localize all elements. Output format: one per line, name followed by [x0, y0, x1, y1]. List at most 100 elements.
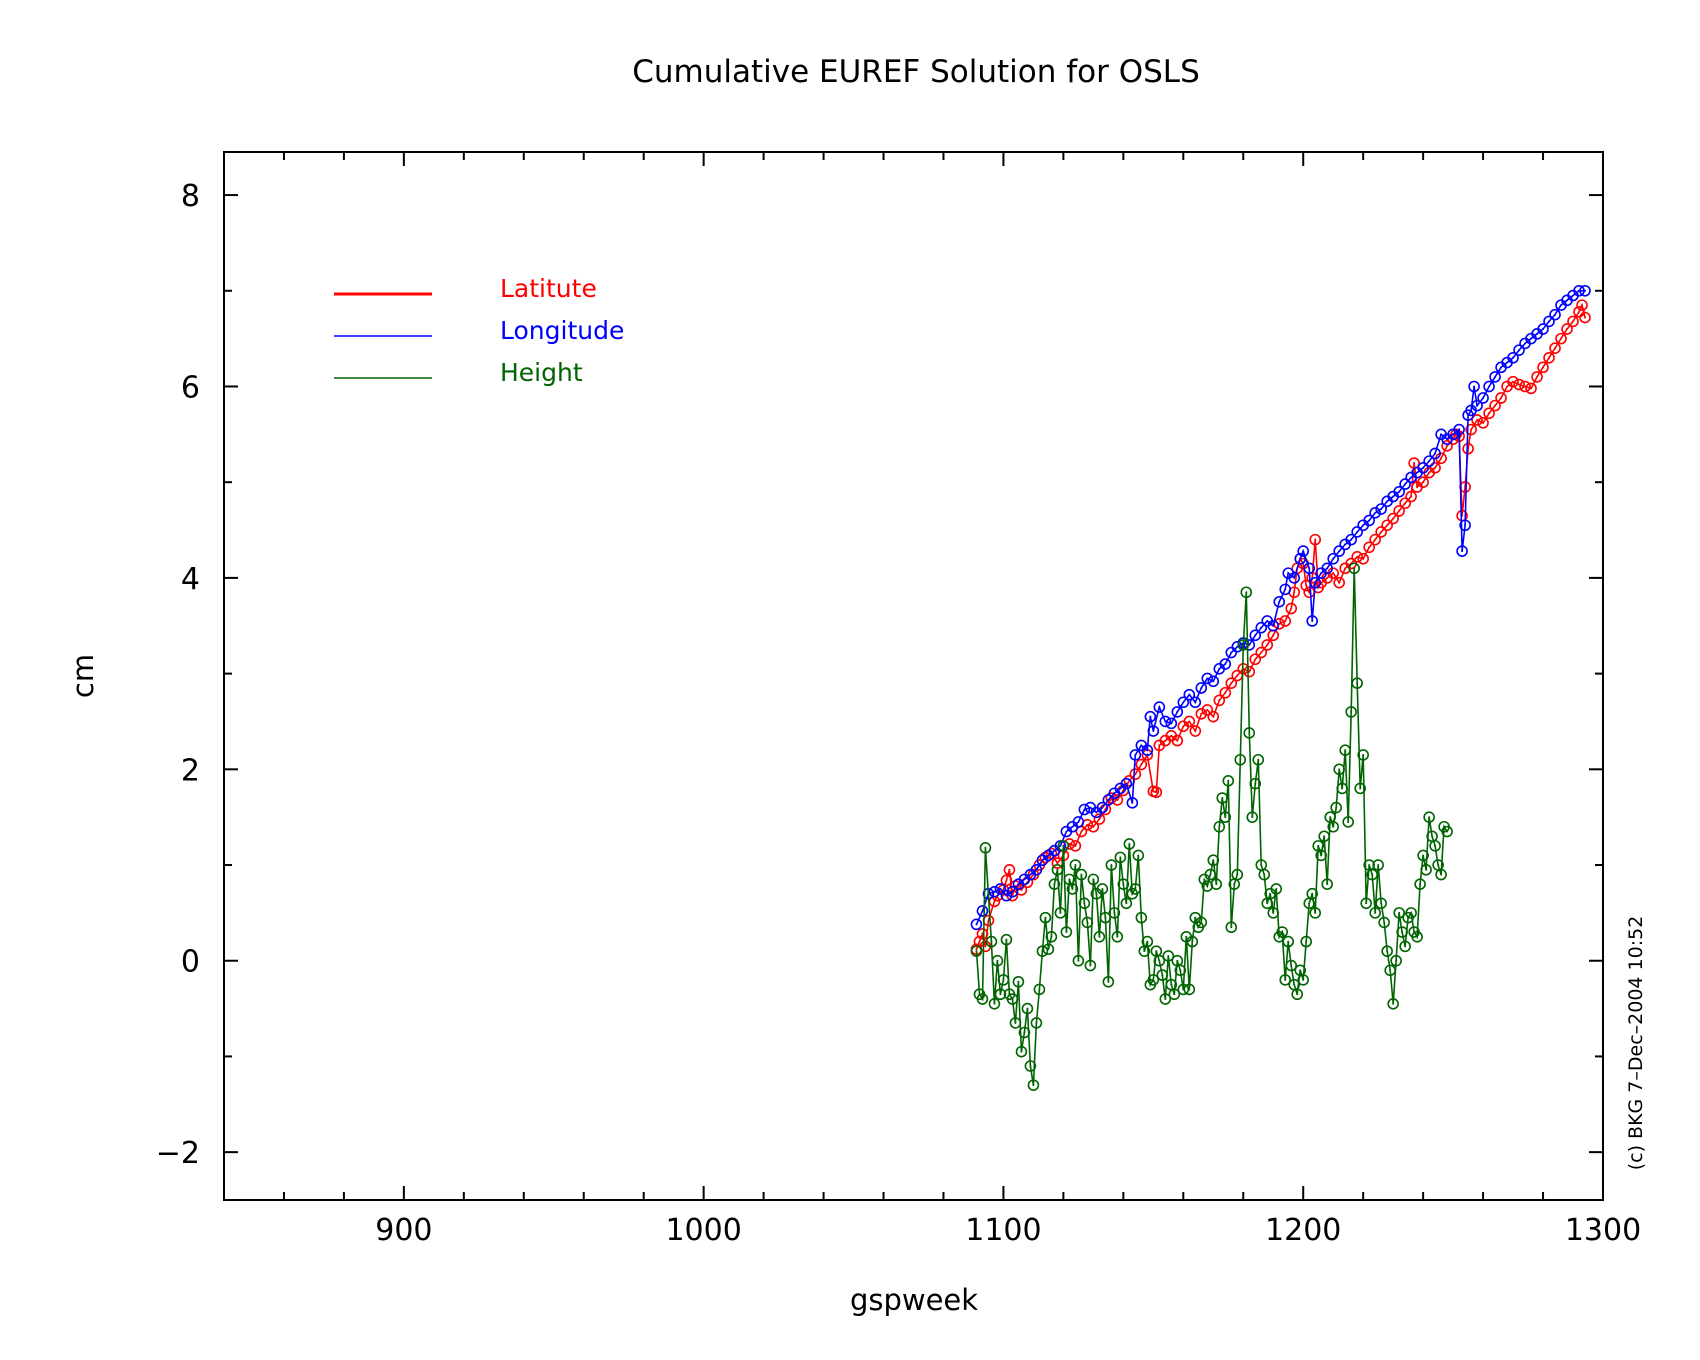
height-point [1276, 926, 1289, 938]
longitude-point-center [1584, 289, 1587, 292]
height-point-center [1314, 911, 1317, 914]
longitude-point-center [1152, 730, 1155, 733]
latitute-point [1279, 615, 1292, 627]
longitude-point [1297, 545, 1310, 557]
height-point-center [1026, 1007, 1029, 1010]
longitude-point-center [1158, 706, 1161, 709]
height-point-center [1146, 940, 1149, 943]
latitute-point [1387, 512, 1399, 525]
longitude-point-center [1182, 701, 1185, 704]
longitude-point-center [1218, 667, 1221, 670]
height-point-center [1299, 969, 1302, 972]
height-point [1387, 997, 1399, 1010]
latitute-point [1441, 440, 1453, 452]
latitute-point [1000, 874, 1013, 887]
x-axis-label: gspweek [850, 1283, 978, 1317]
height-point [1378, 916, 1390, 929]
latitute-point [1567, 315, 1579, 328]
height-point-center [1032, 1084, 1035, 1087]
height-point-center [1179, 969, 1182, 972]
height-point-center [1383, 921, 1386, 924]
y-tick-label: −2 [156, 1136, 200, 1171]
longitude-point-center [1410, 476, 1413, 479]
height-point [1360, 897, 1372, 910]
series-longitude [970, 284, 1591, 931]
height-point-center [1233, 883, 1236, 886]
height-point [1348, 562, 1360, 575]
latitute-point-center [1488, 412, 1491, 415]
latitute-point [1489, 399, 1501, 412]
latitute-point-center [1440, 457, 1443, 460]
y-tick-labels: −2 0 2 4 6 8 [156, 179, 200, 1171]
latitute-point [1507, 375, 1519, 388]
height-point-center [1047, 948, 1050, 951]
longitude-point-center [1452, 433, 1455, 436]
longitude-point-center [1299, 557, 1302, 560]
longitude-point-center [1542, 328, 1545, 331]
longitude-point-center [1125, 782, 1128, 785]
height-point-center [990, 940, 993, 943]
height-point [1093, 931, 1106, 943]
longitude-point-center [1149, 715, 1152, 718]
longitude-point-center [1272, 624, 1275, 627]
height-point-center [1296, 993, 1299, 996]
height-point-center [1083, 902, 1086, 905]
height-point [1000, 933, 1013, 946]
latitute-point-center [1290, 607, 1293, 610]
latitute-point [1111, 794, 1124, 806]
height-point-center [1404, 945, 1407, 948]
latitute-point-center [1188, 720, 1191, 723]
latitute-point-center [1158, 744, 1161, 747]
height-point-center [1221, 797, 1224, 800]
longitude-point-center [1506, 361, 1509, 364]
longitude-point-center [1119, 787, 1122, 790]
y-tick-label: 6 [181, 370, 200, 405]
longitude-point-center [1131, 801, 1134, 804]
longitude-point-center [1536, 332, 1539, 335]
latitute-point-center [1530, 387, 1533, 390]
latitute-point-center [1374, 538, 1377, 541]
height-point-center [1122, 883, 1125, 886]
height-point-center [1416, 935, 1419, 938]
longitude-point-center [1230, 651, 1233, 654]
latitute-point-center [1362, 557, 1365, 560]
height-point-center [1329, 816, 1332, 819]
height-point [1105, 859, 1118, 871]
latitute-point-center [1434, 466, 1437, 469]
longitude-point-center [1500, 366, 1503, 369]
longitude-point-center [1524, 342, 1527, 345]
height-point-center [1224, 816, 1227, 819]
latitute-point-center [1581, 304, 1584, 307]
height-point [1423, 811, 1435, 823]
latitute-point [1375, 526, 1387, 538]
height-point-center [1218, 825, 1221, 828]
longitude-point-center [1458, 428, 1461, 431]
height-point-center [1446, 830, 1449, 833]
latitute-point [1399, 497, 1411, 510]
height-point-center [1092, 878, 1095, 881]
longitude-point-center [1065, 830, 1068, 833]
longitude-point-center [1101, 806, 1104, 809]
longitude-point-center [1392, 495, 1395, 498]
height-point [1048, 878, 1061, 890]
latitute-point-center [1230, 682, 1233, 685]
height-point [1327, 820, 1339, 833]
height-point [1309, 907, 1322, 919]
latitute-point-center [987, 919, 990, 922]
longitude-point-center [1428, 460, 1431, 463]
series-layer [970, 284, 1591, 1091]
height-point-center [1440, 873, 1443, 876]
height-point [1306, 887, 1319, 900]
height-point-center [1368, 864, 1371, 867]
latitute-point [1369, 533, 1381, 546]
height-point [1018, 1026, 1031, 1039]
latitute-point [1255, 646, 1268, 659]
height-point-center [1194, 916, 1197, 919]
height-point [1282, 935, 1295, 948]
longitude-point-center [1170, 722, 1173, 725]
longitude-point-center [1176, 710, 1179, 713]
longitude-point [1288, 572, 1301, 584]
height-point-center [1305, 940, 1308, 943]
longitude-point [1333, 545, 1345, 557]
longitude-point-center [1473, 385, 1476, 388]
